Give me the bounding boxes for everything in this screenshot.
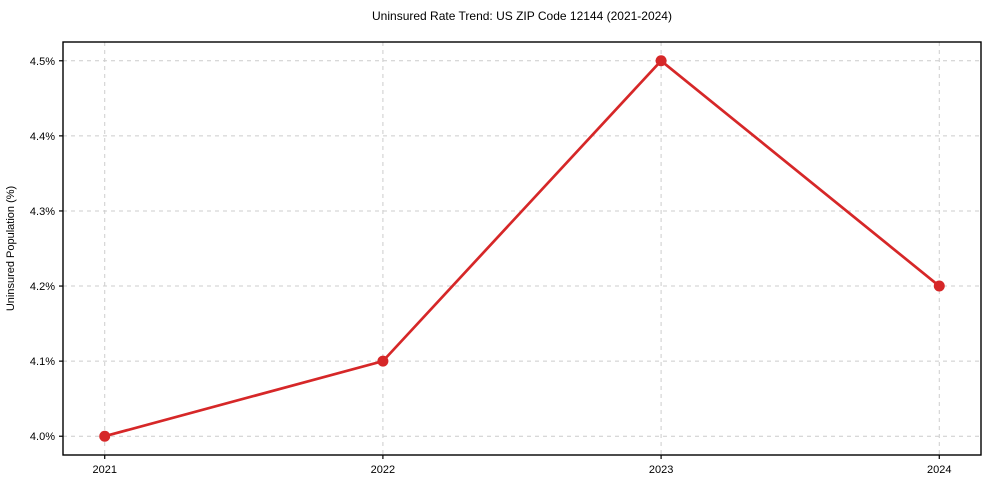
y-axis-label: Uninsured Population (%): [5, 186, 17, 311]
chart-title: Uninsured Rate Trend: US ZIP Code 12144 …: [372, 9, 672, 23]
gridlines: [63, 42, 981, 455]
x-tick-label: 2023: [649, 464, 673, 476]
data-point-marker: [655, 55, 667, 67]
y-tick-label: 4.1%: [30, 356, 55, 368]
y-tick-label: 4.0%: [30, 431, 55, 443]
plot-border: [62, 41, 982, 456]
y-tick-label: 4.5%: [30, 56, 55, 68]
data-point-marker: [377, 355, 389, 367]
data-point-marker: [933, 280, 945, 292]
data-series: [99, 55, 945, 442]
x-tick-label: 2024: [927, 464, 951, 476]
data-point-marker: [99, 430, 111, 442]
y-tick-label: 4.3%: [30, 206, 55, 218]
y-tick-label: 4.2%: [30, 281, 55, 293]
trend-line: [103, 59, 941, 438]
y-tick-label: 4.4%: [30, 131, 55, 143]
x-tick-label: 2022: [371, 464, 395, 476]
axis-ticks: 4.0% 4.1% 4.2% 4.3% 4.4% 4.5% 2021 2022 2023 2024: [30, 56, 952, 476]
x-tick-label: 2021: [92, 464, 116, 476]
